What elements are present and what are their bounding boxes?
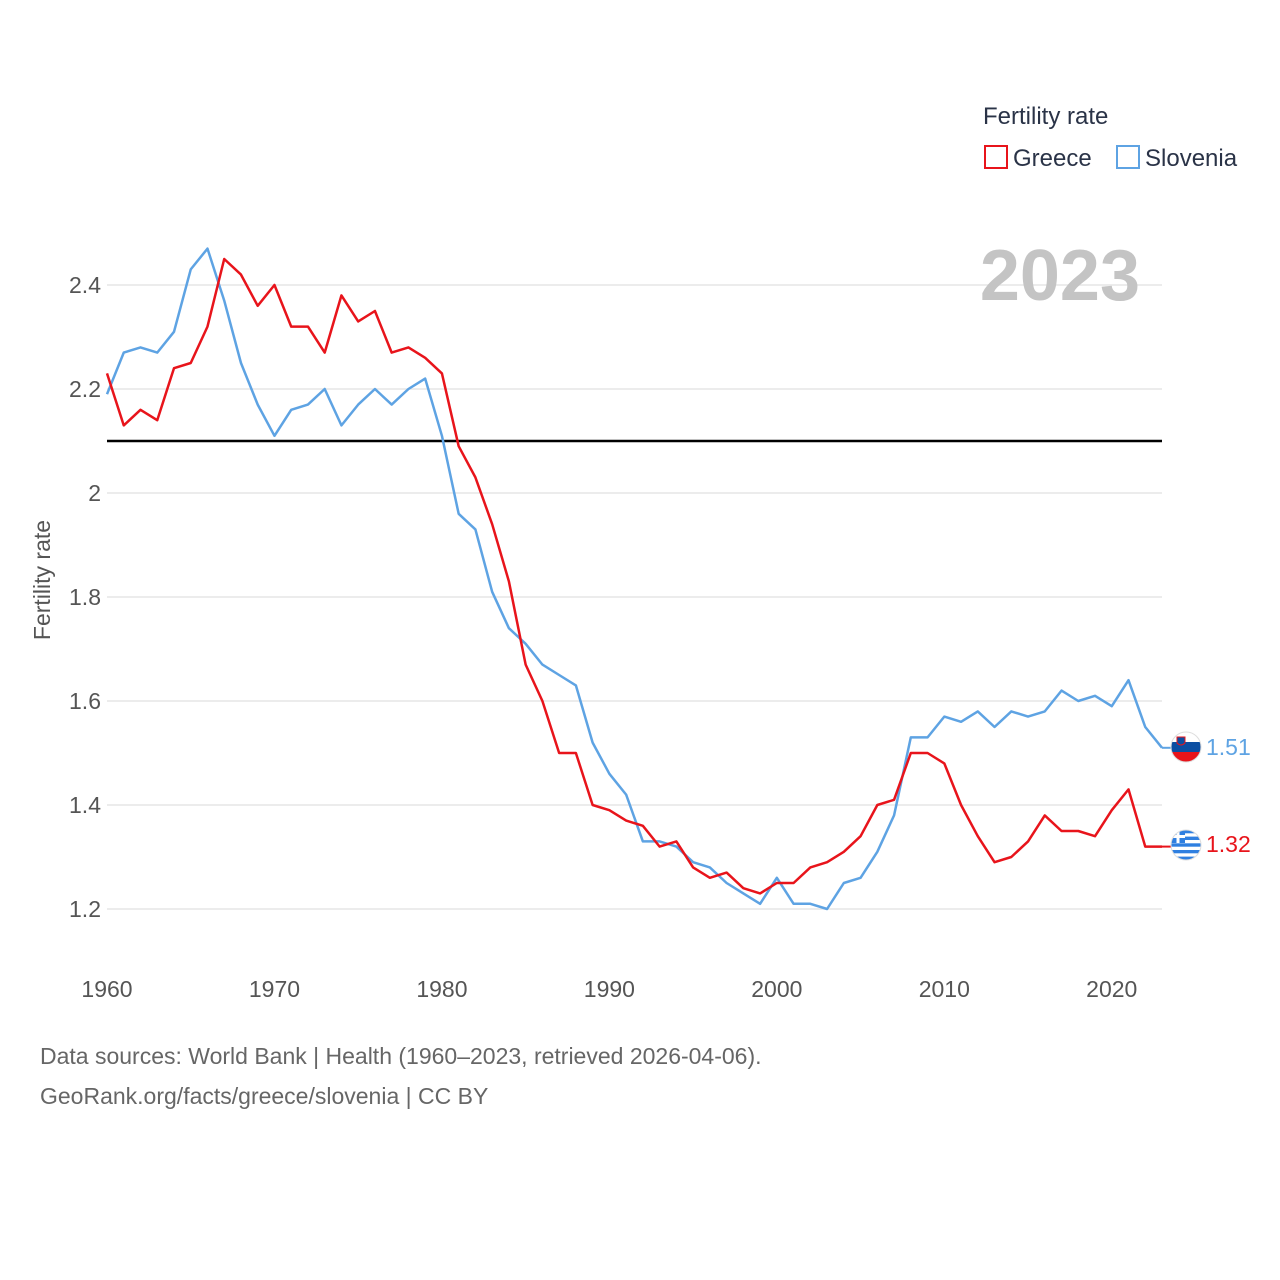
x-tick-label: 1990 bbox=[584, 976, 635, 1002]
x-tick-label: 1970 bbox=[249, 976, 300, 1002]
fertility-rate-chart: 1.2 1.4 1.6 1.8 2 2.2 2.4 1960 1970 1980 1990 2000… bbox=[29, 103, 1251, 1002]
end-value-slovenia: 1.51 bbox=[1206, 734, 1251, 760]
y-tick-label: 1.4 bbox=[69, 792, 101, 818]
series-line-slovenia bbox=[105, 247, 1163, 911]
year-label: 2023 bbox=[980, 236, 1140, 316]
y-tick-label: 2.2 bbox=[69, 376, 101, 402]
source-line-2: GeoRank.org/facts/greece/slovenia | CC B… bbox=[40, 1083, 489, 1109]
x-tick-label: 2020 bbox=[1086, 976, 1137, 1002]
series-lines bbox=[105, 247, 1172, 911]
end-value-greece: 1.32 bbox=[1206, 831, 1251, 857]
legend-item-greece[interactable]: Greece bbox=[984, 145, 1092, 172]
legend-label-greece: Greece bbox=[1013, 145, 1092, 172]
slovenia-flag-icon bbox=[1170, 731, 1202, 763]
legend-swatch-greece bbox=[984, 145, 1008, 169]
source-line-1: Data sources: World Bank | Health (1960–… bbox=[40, 1043, 762, 1069]
y-tick-label: 2 bbox=[88, 480, 101, 506]
x-tick-label: 1960 bbox=[81, 976, 132, 1002]
legend-title: Fertility rate bbox=[983, 103, 1108, 130]
x-tick-label: 2000 bbox=[751, 976, 802, 1002]
gridlines bbox=[107, 284, 1162, 910]
y-axis-ticks: 1.2 1.4 1.6 1.8 2 2.2 2.4 bbox=[69, 272, 101, 922]
legend-item-slovenia[interactable]: Slovenia bbox=[1116, 145, 1238, 172]
x-tick-label: 2010 bbox=[919, 976, 970, 1002]
x-tick-label: 1980 bbox=[416, 976, 467, 1002]
y-tick-label: 1.2 bbox=[69, 896, 101, 922]
series-line-greece bbox=[105, 257, 1162, 895]
y-tick-label: 2.4 bbox=[69, 272, 101, 298]
y-tick-label: 1.8 bbox=[69, 584, 101, 610]
legend-label-slovenia: Slovenia bbox=[1145, 145, 1238, 172]
x-axis-ticks: 1960 1970 1980 1990 2000 2010 2020 bbox=[81, 976, 1137, 1002]
y-tick-label: 1.6 bbox=[69, 688, 101, 714]
greece-flag-icon bbox=[1170, 829, 1202, 861]
y-axis-label: Fertility rate bbox=[29, 520, 55, 640]
legend-swatch-slovenia bbox=[1116, 145, 1140, 169]
legend: Fertility rate Greece Slovenia bbox=[983, 103, 1238, 172]
